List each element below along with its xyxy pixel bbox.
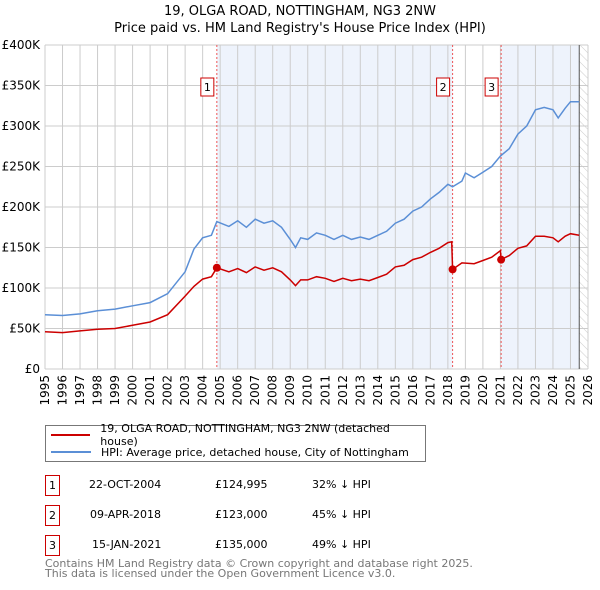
x-tick-label: 2014 [371, 375, 385, 406]
x-tick-label: 2024 [546, 375, 560, 406]
x-tick-label: 2018 [441, 375, 455, 406]
x-tick-label: 2000 [126, 375, 140, 406]
x-tick-label: 2019 [458, 375, 472, 406]
y-tick-label: £350K [2, 79, 42, 93]
sale-point [212, 263, 221, 272]
transaction-price: £135,000 [215, 538, 268, 551]
legend: 19, OLGA ROAD, NOTTINGHAM, NG3 2NW (deta… [45, 422, 426, 462]
marker-label: 1 [204, 81, 211, 94]
y-tick-label: £0 [25, 362, 40, 376]
y-tick-label: £50K [9, 322, 41, 336]
legend-swatch-red [51, 434, 91, 436]
x-tick-label: 2020 [476, 375, 490, 406]
chart-subtitle: Price paid vs. HM Land Registry's House … [114, 21, 486, 36]
footer-line: Contains HM Land Registry data © Crown c… [45, 557, 473, 570]
x-tick-label: 2016 [406, 375, 420, 406]
x-tick-label: 2021 [493, 375, 507, 406]
marker-box [436, 77, 451, 97]
transaction-hpi: 45% ↓ HPI [312, 508, 371, 521]
legend-swatch-blue [51, 451, 91, 453]
transaction-hpi: 32% ↓ HPI [312, 478, 371, 491]
transaction-price: £123,000 [215, 508, 268, 521]
transaction-price: £124,995 [215, 478, 268, 491]
marker-badge: 3 [45, 535, 60, 556]
marker-label: 3 [488, 81, 495, 94]
footer-line: This data is licensed under the Open Gov… [45, 567, 396, 580]
transaction-hpi: 49% ↓ HPI [312, 538, 371, 551]
x-tick-label: 2022 [511, 375, 525, 406]
x-tick-label: 2004 [196, 375, 210, 406]
y-tick-label: £400K [2, 38, 42, 52]
plot-area: 1995 1996 1997 1998 1999 2000 2001 2002 2003 2004… [2, 38, 595, 406]
x-tick-label: 1998 [91, 375, 105, 406]
transaction-date: 22-OCT-2004 [89, 478, 162, 491]
marker-box [200, 77, 215, 97]
x-tick-label: 2010 [301, 375, 315, 406]
x-tick-label: 1997 [73, 375, 87, 406]
chart-title: 19, OLGA ROAD, NOTTINGHAM, NG3 2NW [163, 4, 437, 19]
transaction-row: 1 22-OCT-2004 £124,995 32% ↓ HPI [45, 475, 465, 497]
legend-label: HPI: Average price, detached house, City… [101, 445, 409, 459]
x-tick-label: 2001 [143, 375, 157, 406]
x-tick-label: 2007 [248, 375, 262, 406]
x-tick-label: 2017 [423, 375, 437, 406]
x-tick-label: 1999 [108, 375, 122, 406]
marker-badge: 1 [45, 475, 60, 496]
y-tick-label: £150K [2, 241, 42, 255]
transaction-date: 09-APR-2018 [90, 508, 162, 521]
x-tick-label: 1995 [38, 375, 52, 406]
x-tick-label: 2013 [353, 375, 367, 406]
transaction-date: 15-JAN-2021 [92, 538, 162, 551]
transaction-row: 3 15-JAN-2021 £135,000 49% ↓ HPI [45, 535, 465, 557]
legend-label: 19, OLGA ROAD, NOTTINGHAM, NG3 2NW (deta… [100, 422, 390, 448]
transaction-row: 2 09-APR-2018 £123,000 45% ↓ HPI [45, 505, 465, 527]
y-tick-label: £200K [2, 200, 42, 214]
y-tick-label: £250K [2, 160, 42, 174]
x-tick-label: 2011 [318, 375, 332, 406]
x-tick-label: 2003 [178, 375, 192, 406]
y-tick-label: £300K [2, 119, 42, 133]
marker-badge: 2 [45, 505, 60, 526]
x-tick-label: 2006 [231, 375, 245, 406]
x-tick-label: 2012 [336, 375, 350, 406]
x-tick-label: 2002 [161, 375, 175, 406]
legend-item-hpi: HPI: Average price, detached house, City… [51, 444, 409, 460]
x-tick-label: 2025 [563, 375, 577, 406]
hpi-line [44, 100, 580, 317]
marker-box [484, 77, 499, 97]
legend-item-property: 19, OLGA ROAD, NOTTINGHAM, NG3 2NW (deta… [51, 422, 425, 448]
x-tick-label: 2009 [283, 375, 297, 406]
marker-label: 2 [440, 81, 447, 94]
x-tick-label: 2026 [581, 375, 595, 406]
price-paid-line [44, 232, 580, 334]
sale-point [448, 265, 457, 274]
x-tick-label: 2023 [528, 375, 542, 406]
x-tick-label: 1996 [56, 375, 70, 406]
footer: Contains HM Land Registry data © Crown c… [45, 557, 473, 580]
x-tick-label: 2015 [388, 375, 402, 406]
x-tick-label: 2005 [213, 375, 227, 406]
x-tick-label: 2008 [266, 375, 280, 406]
sale-point [497, 255, 506, 264]
y-tick-label: £100K [2, 281, 42, 295]
